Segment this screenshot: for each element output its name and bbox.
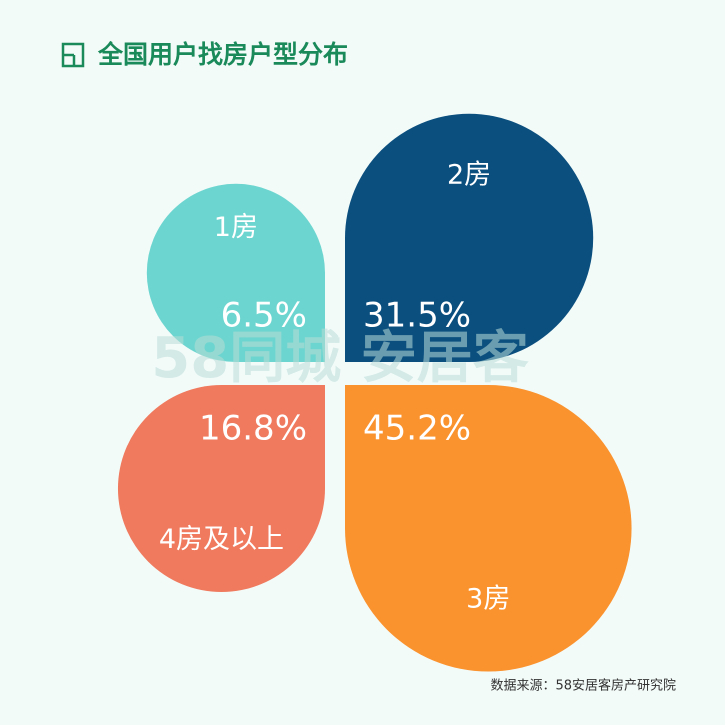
title-icon <box>61 42 85 68</box>
category-label: 2房 <box>447 159 491 190</box>
plot-area: 6.5% 1房 31.5% 2房 45.2% 3房 16.8% 4房及以上 <box>117 113 632 672</box>
value-label: 31.5% <box>363 296 471 336</box>
petal <box>345 385 632 672</box>
chart-title: 全国用户找房户型分布 <box>97 40 348 69</box>
petal <box>345 113 594 362</box>
source-note: 数据来源：58安居客房产研究院 <box>490 678 676 694</box>
petal <box>117 385 325 593</box>
value-label: 45.2% <box>363 409 471 449</box>
category-label: 3房 <box>466 583 510 614</box>
value-label: 6.5% <box>221 296 307 336</box>
petal <box>146 183 325 362</box>
category-label: 1房 <box>214 212 258 243</box>
watermark: 58同城 安居客 <box>151 326 528 391</box>
category-label: 4房及以上 <box>159 524 284 555</box>
value-label: 16.8% <box>199 409 307 449</box>
